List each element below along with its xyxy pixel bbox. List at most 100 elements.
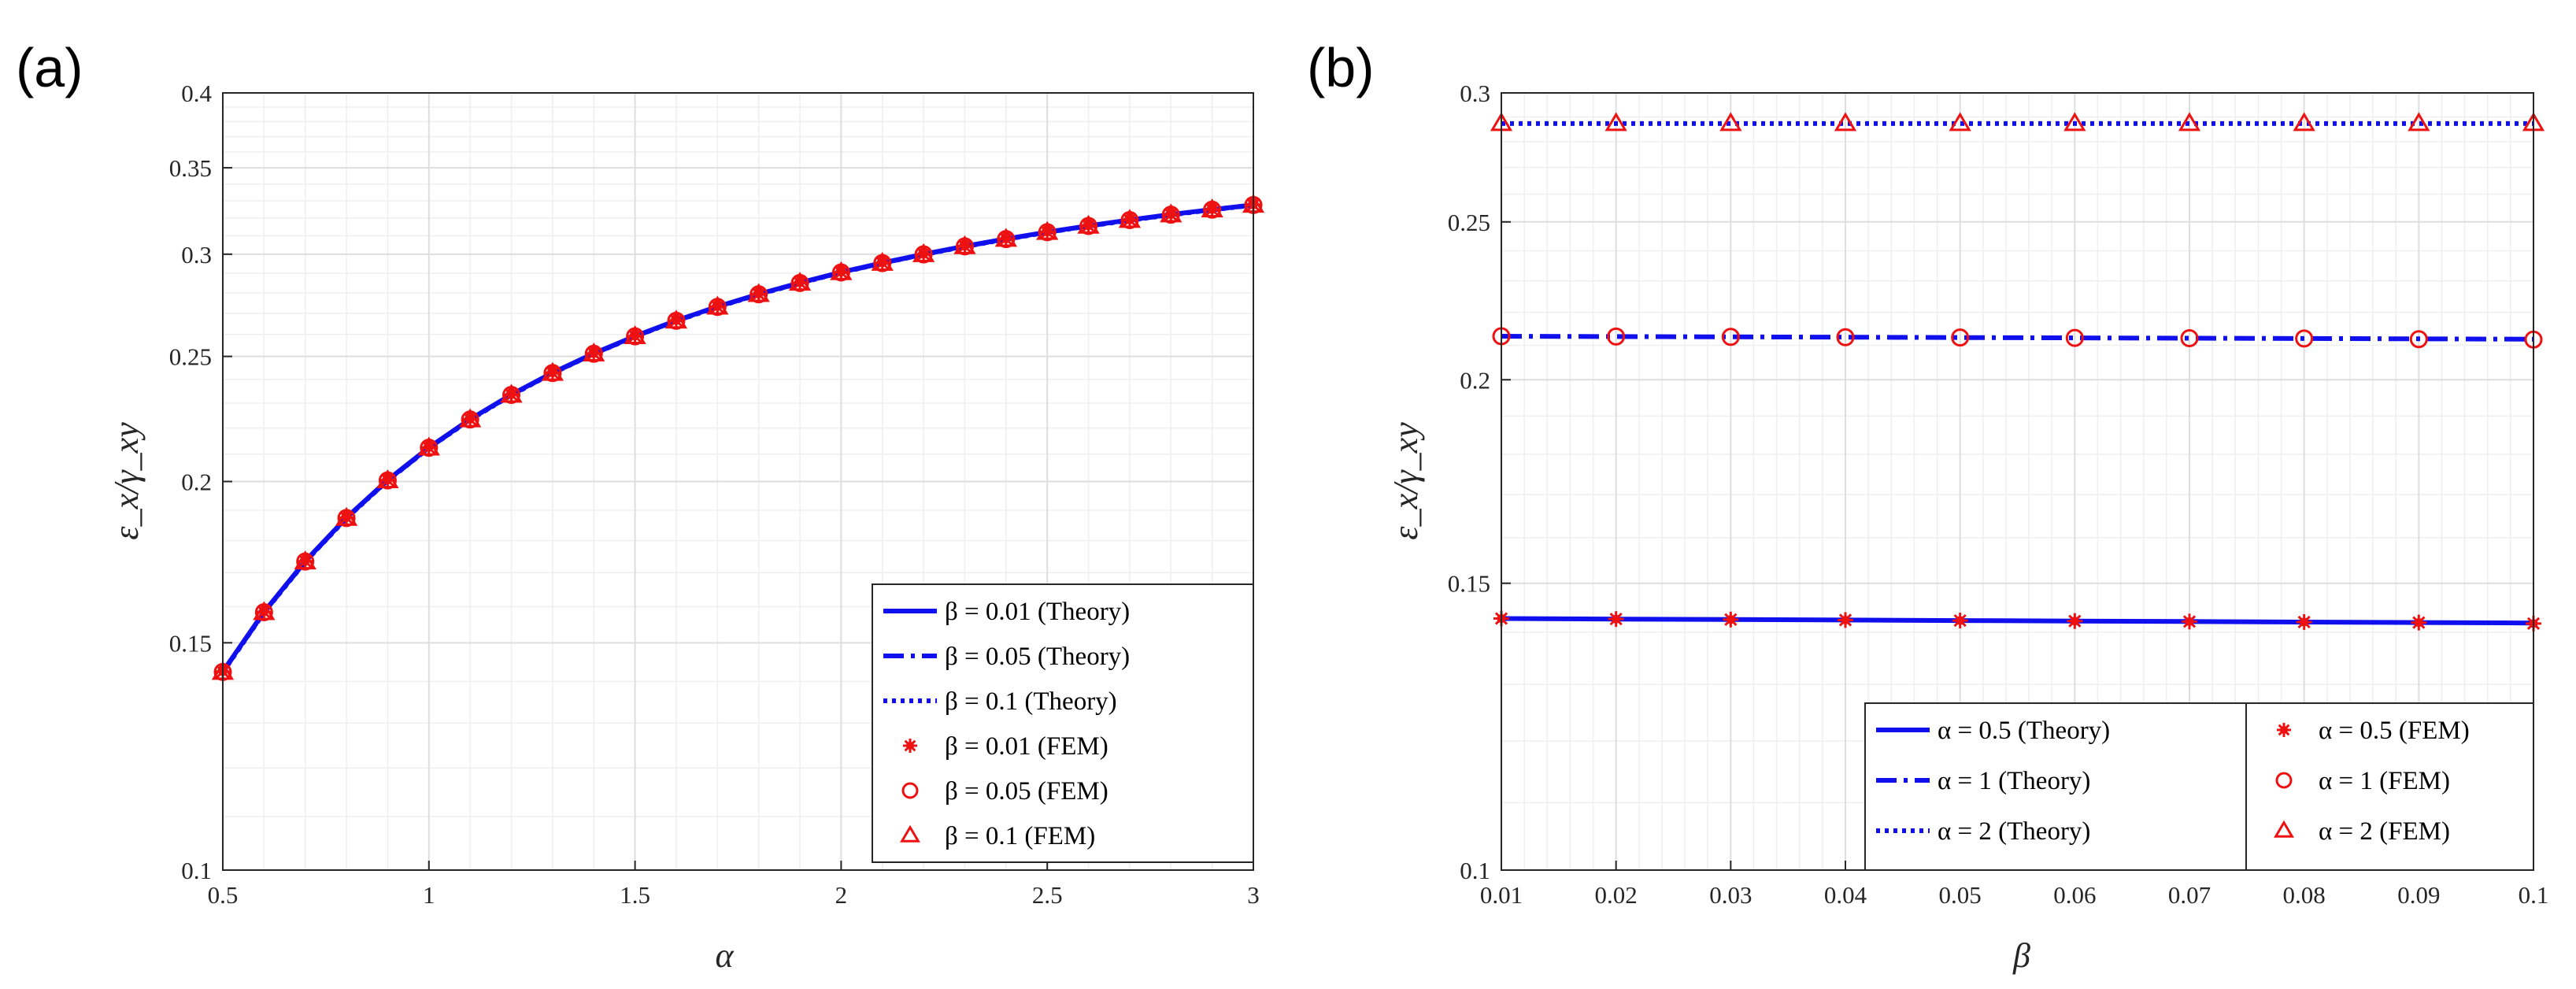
- x-tick-label: 0.5: [208, 881, 239, 909]
- data-point-s5-23: [1160, 203, 1183, 223]
- y-tick-label: 0.2: [181, 469, 212, 496]
- data-point-s5-1: [1604, 112, 1627, 131]
- data-point-s4-2: [1721, 328, 1740, 346]
- data-point-s5-16: [871, 251, 894, 271]
- data-point-s3-6: [2182, 613, 2197, 630]
- y-tick-label: 0.4: [181, 80, 212, 107]
- x-tick-label: 0.04: [1824, 881, 1867, 909]
- data-point-s5-5: [417, 436, 440, 456]
- x-tick-label: 1: [423, 881, 435, 909]
- data-point-s5-6: [459, 408, 482, 428]
- data-point-s4-3: [1836, 328, 1855, 346]
- legend-swatch-marker: [903, 739, 917, 753]
- x-tick-label: 0.05: [1939, 881, 1982, 909]
- data-point-s5-9: [583, 343, 605, 362]
- legend-box: [872, 583, 1254, 863]
- legend: β = 0.01 (Theory) β = 0.05 (Theory) β = 0.…: [872, 583, 1254, 863]
- x-tick-label: 0.06: [2053, 881, 2096, 909]
- legend-label: α = 2 (FEM): [2319, 817, 2450, 846]
- x-tick-label: 0.1: [2519, 881, 2549, 909]
- data-point-s5-6: [2178, 112, 2201, 131]
- x-tick-label: 0.01: [1480, 881, 1523, 909]
- legend-item-2: α = 2 (Theory): [1876, 817, 2090, 846]
- data-point-s5-4: [1949, 112, 1971, 131]
- legend-item-1: β = 0.05 (Theory): [883, 643, 1130, 671]
- data-point-s5-1: [253, 601, 276, 620]
- legend-swatch-marker: [2277, 723, 2291, 737]
- data-point-s4-1: [1607, 327, 1626, 346]
- data-point-s5-7: [500, 383, 523, 403]
- y-tick-label: 0.1: [181, 857, 212, 884]
- legend-item-4: α = 1 (FEM): [2275, 767, 2450, 795]
- data-point-s4-5: [2065, 328, 2084, 347]
- legend-label: α = 1 (Theory): [1938, 767, 2090, 795]
- legend-swatch-marker: [901, 782, 919, 799]
- data-point-s5-5: [2063, 112, 2086, 131]
- data-point-s3-22: [1121, 212, 1138, 228]
- data-point-s5-3: [1834, 112, 1857, 131]
- data-point-s3-3: [1838, 612, 1853, 628]
- y-tick-label: 0.1: [1460, 857, 1490, 884]
- x-axis-label: β: [2012, 936, 2030, 975]
- legend-item-4: β = 0.05 (FEM): [901, 777, 1108, 806]
- data-point-s5-19: [994, 228, 1017, 247]
- chart-panel-b: 0.01 0.02 0.03 0.04 0.05 0.06 0.07 0.08 0.09 0.1 0…: [1307, 37, 2548, 975]
- legend-label: β = 0.01 (Theory): [945, 598, 1130, 626]
- x-tick-label: 0.03: [1709, 881, 1752, 909]
- data-point-s5-17: [912, 243, 935, 262]
- x-tick-label: 3: [1247, 881, 1260, 909]
- y-axis-label: ε_x/γ_xy: [1386, 422, 1425, 540]
- legend-item-3: β = 0.01 (FEM): [903, 732, 1108, 761]
- x-tick-label: 2: [835, 881, 848, 909]
- legend-label: β = 0.1 (FEM): [945, 822, 1095, 850]
- data-point-s5-20: [1036, 220, 1059, 240]
- legend-swatch-marker: [900, 824, 920, 843]
- data-point-s5-2: [1719, 112, 1742, 131]
- legend-swatch-marker: [2274, 820, 2294, 838]
- x-tick-label: 0.09: [2397, 881, 2440, 909]
- data-point-s4-8: [2409, 330, 2428, 349]
- data-point-s3-8: [2411, 614, 2427, 631]
- data-point-s5-24: [1201, 198, 1223, 218]
- data-point-s5-7: [2293, 112, 2315, 131]
- data-point-s3-4: [1952, 613, 1968, 629]
- legend-label: α = 0.5 (Theory): [1938, 717, 2110, 745]
- legend-label: β = 0.1 (Theory): [945, 687, 1117, 716]
- y-tick-label: 0.2: [1460, 366, 1490, 394]
- series-line-1: [1501, 334, 2534, 342]
- y-tick-label: 0.15: [169, 629, 212, 657]
- data-point-s3-1: [1608, 611, 1624, 628]
- data-point-s5-15: [830, 261, 853, 280]
- data-point-s5-3: [335, 506, 358, 526]
- data-point-s5-22: [1118, 209, 1142, 228]
- data-point-s3-7: [2296, 613, 2312, 630]
- panel-label: (a): [16, 37, 83, 98]
- data-point-s5-10: [624, 324, 646, 344]
- y-tick-label: 0.15: [1448, 570, 1490, 598]
- legend-label: β = 0.05 (Theory): [945, 643, 1130, 671]
- data-point-s3-2: [1723, 611, 1739, 628]
- legend-item-2: β = 0.1 (Theory): [883, 687, 1117, 716]
- data-point-s5-12: [706, 295, 729, 315]
- y-tick-label: 0.25: [169, 343, 212, 371]
- data-point-s4-7: [2295, 329, 2314, 348]
- data-point-s5-2: [294, 550, 316, 570]
- chart-panel-a: 0.5 1 1.5 2 2.5 3 0.1 0.15 0.2 0.25 0.3 0.35 0.4 α ε_x…: [16, 37, 1265, 975]
- legend-label: α = 2 (Theory): [1938, 817, 2090, 846]
- data-point-s5-18: [953, 235, 976, 254]
- data-point-s5-21: [1077, 214, 1100, 234]
- legend-label: β = 0.01 (FEM): [945, 732, 1108, 761]
- data-point-s5-14: [788, 272, 812, 291]
- legend-box: [1864, 702, 2534, 871]
- data-point-s5-8: [2408, 112, 2430, 131]
- y-tick-label: 0.35: [169, 154, 212, 182]
- data-point-s5-13: [747, 283, 770, 302]
- legend-item-5: β = 0.1 (FEM): [900, 822, 1095, 850]
- legend-item-0: α = 0.5 (Theory): [1876, 717, 2110, 745]
- legend-label: α = 1 (FEM): [2319, 767, 2450, 795]
- x-tick-label: 0.08: [2283, 881, 2326, 909]
- x-tick-label: 0.02: [1595, 881, 1638, 909]
- legend-item-5: α = 2 (FEM): [2274, 817, 2450, 846]
- data-point-s5-11: [664, 309, 688, 329]
